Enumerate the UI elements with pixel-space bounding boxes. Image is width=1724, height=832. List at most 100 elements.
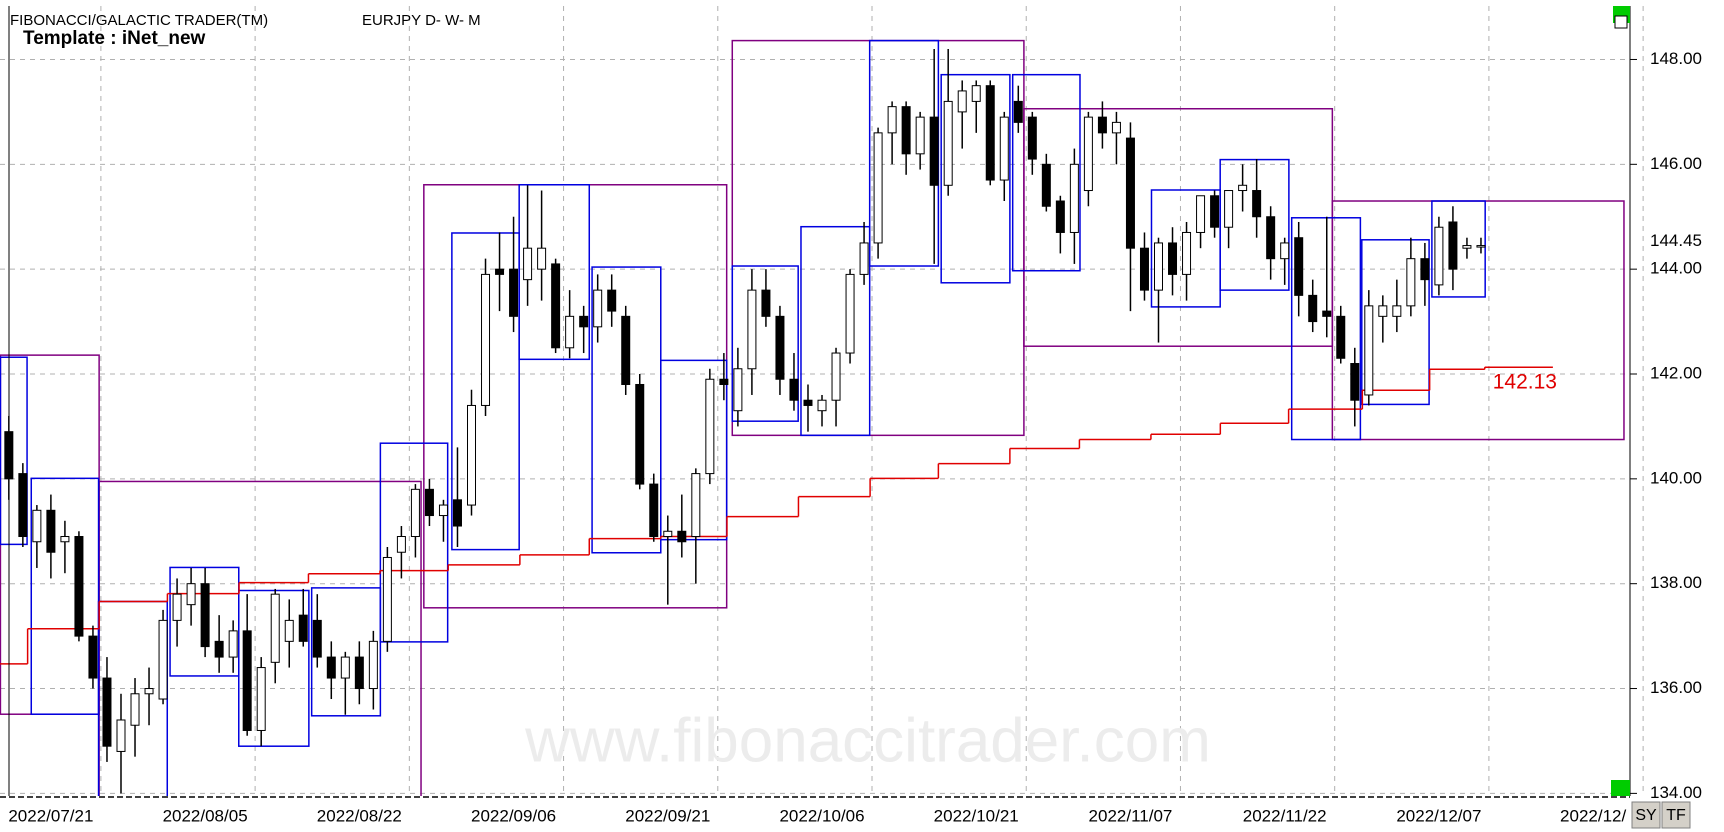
candle-body — [887, 106, 897, 134]
x-tick-label: 2022/08/22 — [317, 806, 402, 825]
candle-body — [452, 499, 462, 527]
candle-body — [1224, 190, 1234, 228]
candle-body — [901, 106, 911, 155]
weekly-box — [1011, 73, 1081, 272]
x-tick-label: 2022/10/06 — [779, 806, 864, 825]
y-tick-label: 144.00 — [1650, 259, 1702, 278]
candle-body — [368, 640, 378, 690]
candle-body — [88, 635, 98, 679]
candle-body — [859, 242, 869, 275]
candle-body — [691, 473, 701, 538]
y-tick-label: 138.00 — [1650, 573, 1702, 592]
candle-body — [382, 556, 392, 642]
candle-body — [144, 688, 154, 695]
candle-body — [523, 247, 533, 281]
candle-body — [467, 404, 477, 506]
weekly-box — [0, 356, 28, 546]
candle-body — [565, 315, 575, 349]
candle-body — [845, 273, 855, 354]
y-tick-label: 146.00 — [1650, 154, 1702, 173]
candle-body — [971, 85, 981, 102]
x-tick-label: 2022/10/21 — [934, 806, 1019, 825]
candle-body — [579, 315, 589, 328]
candle-body — [354, 656, 364, 690]
candle-body — [1196, 195, 1206, 233]
candle-body — [46, 509, 56, 553]
candle-body — [1350, 363, 1360, 401]
weekly-box — [310, 587, 382, 717]
candle-body — [1308, 294, 1318, 323]
corner-icon — [1614, 15, 1628, 29]
chart-title: FIBONACCI/GALACTIC TRADER(TM) — [10, 12, 268, 29]
candle-body — [1041, 163, 1051, 207]
candle-body — [593, 289, 603, 328]
weekly-box — [1361, 239, 1430, 406]
candle-body — [326, 656, 336, 679]
candle-body — [186, 583, 196, 606]
candle-body — [649, 483, 659, 538]
candle-body — [424, 488, 434, 517]
candle-body — [18, 473, 28, 538]
candle-body — [1294, 237, 1304, 296]
weekly-box — [940, 73, 1011, 284]
candle-body — [495, 268, 505, 275]
candle-body — [172, 593, 182, 621]
candle-body — [509, 268, 519, 317]
y-tick-label: 148.00 — [1650, 49, 1702, 68]
candle-body — [410, 488, 420, 538]
candle-body — [831, 352, 841, 401]
candle-body — [607, 289, 617, 312]
candle-body — [1406, 258, 1416, 307]
template-label: Template : iNet_new — [23, 28, 206, 49]
weekly-box — [518, 184, 591, 361]
last-price-label: 144.45 — [1650, 231, 1702, 250]
candle-body — [705, 378, 715, 475]
toolbar-button-label[interactable]: SY — [1635, 807, 1657, 824]
candle-body — [1153, 242, 1163, 291]
toolbar-button[interactable] — [1661, 801, 1691, 829]
candle-body — [60, 536, 70, 543]
candle-body — [1013, 100, 1023, 123]
candle-body — [1462, 245, 1472, 249]
candle-body — [817, 399, 827, 412]
toolbar-button-label[interactable]: TF — [1666, 807, 1686, 824]
weekly-box — [731, 265, 799, 422]
candle-body — [1125, 137, 1135, 249]
toolbar-button[interactable] — [1631, 801, 1661, 829]
y-tick-label: 136.00 — [1650, 678, 1702, 697]
grid — [0, 6, 1644, 796]
candle-body — [1266, 216, 1276, 260]
candle-body — [200, 583, 210, 648]
candle-body — [1322, 310, 1332, 317]
candle-body — [677, 530, 687, 543]
candle-body — [1111, 121, 1121, 134]
candle-body — [256, 667, 266, 731]
candle-body — [1055, 200, 1065, 233]
candle-body — [116, 719, 126, 752]
candle-body — [1083, 116, 1093, 192]
candle-body — [803, 399, 813, 406]
candle-body — [1238, 184, 1248, 192]
candle-body — [1280, 242, 1290, 260]
weekly-box — [800, 225, 871, 437]
y-tick-label: 142.00 — [1650, 363, 1702, 382]
candle-body — [873, 132, 883, 244]
x-tick-label: 2022/09/21 — [625, 806, 710, 825]
candle-body — [396, 536, 406, 553]
candle-body — [158, 619, 168, 700]
candle-body — [733, 368, 743, 412]
candle-body — [1378, 305, 1388, 317]
candle-body — [1069, 163, 1079, 233]
candle-body — [929, 116, 939, 186]
candle-body — [985, 85, 995, 181]
candle-body — [621, 315, 631, 385]
candle-body — [761, 289, 771, 317]
chart-subtitle: EURJPY D- W- M — [362, 12, 481, 29]
x-tick-label: 2022/11/22 — [1243, 806, 1327, 825]
candle-body — [1252, 190, 1262, 218]
watermark: www.fibonaccitrader.com — [524, 706, 1211, 775]
candle-body — [270, 593, 280, 663]
candle-body — [957, 90, 967, 113]
